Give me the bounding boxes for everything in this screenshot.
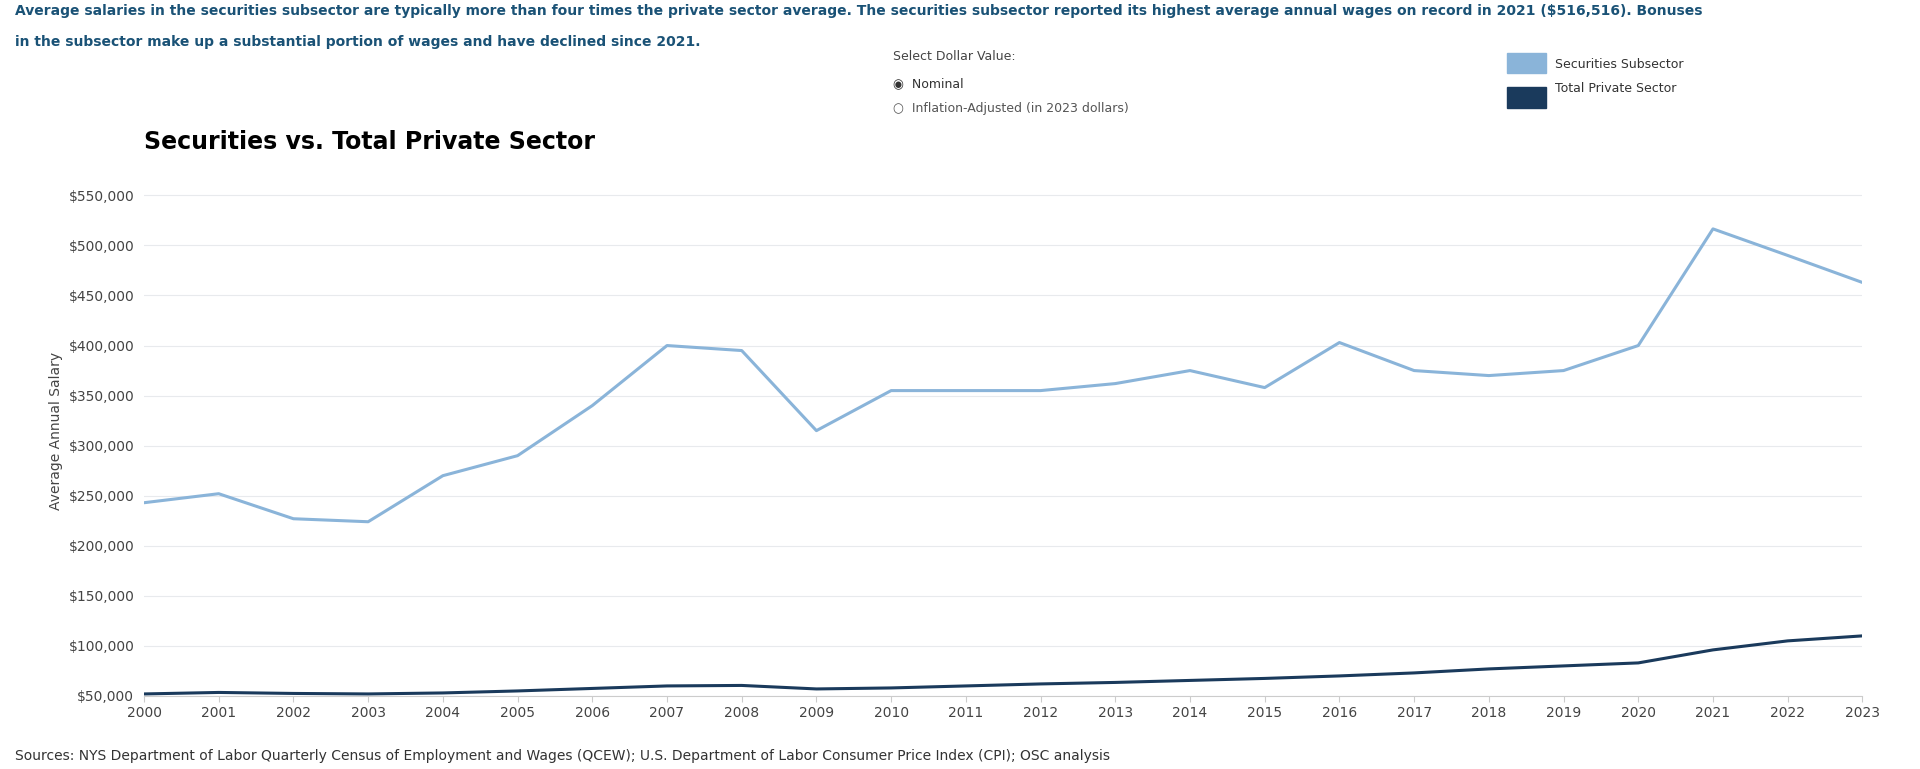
Text: in the subsector make up a substantial portion of wages and have declined since : in the subsector make up a substantial p…	[15, 35, 701, 48]
Text: Securities vs. Total Private Sector: Securities vs. Total Private Sector	[144, 130, 595, 154]
Text: ○  Inflation-Adjusted (in 2023 dollars): ○ Inflation-Adjusted (in 2023 dollars)	[893, 102, 1129, 115]
Text: ◉  Nominal: ◉ Nominal	[893, 77, 964, 90]
Text: Sources: NYS Department of Labor Quarterly Census of Employment and Wages (QCEW): Sources: NYS Department of Labor Quarter…	[15, 749, 1110, 763]
Text: Total Private Sector: Total Private Sector	[1555, 82, 1676, 95]
Text: Select Dollar Value:: Select Dollar Value:	[893, 50, 1016, 63]
Bar	[1507, 88, 1546, 108]
Y-axis label: Average Annual Salary: Average Annual Salary	[48, 351, 63, 510]
Text: Average salaries in the securities subsector are typically more than four times : Average salaries in the securities subse…	[15, 4, 1703, 18]
Text: Securities Subsector: Securities Subsector	[1555, 58, 1684, 71]
Bar	[1507, 52, 1546, 74]
